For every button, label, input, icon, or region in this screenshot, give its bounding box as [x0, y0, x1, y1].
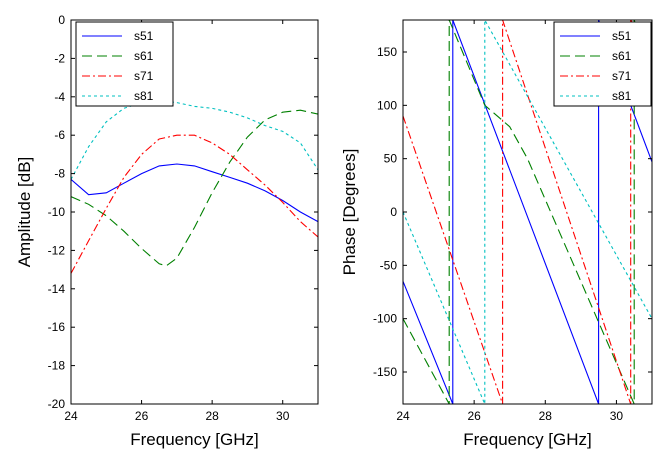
legend-label: s51: [134, 29, 154, 43]
phase-chart: 24 26 28 30 150 100 50 0 -50 -100 -150 Frequency [G…: [340, 19, 653, 449]
y-tick-label: -20: [48, 397, 66, 411]
legend-label: s71: [134, 69, 154, 83]
x-axis-label: Frequency [GHz]: [130, 430, 259, 449]
y-tick-label: -10: [48, 205, 66, 219]
y-tick-label: -16: [48, 320, 66, 334]
legend: s51 s61 s71 s81: [75, 21, 174, 107]
series-line-s81: [403, 20, 652, 404]
y-tick-label: -150: [373, 365, 397, 379]
legend-label: s71: [612, 69, 632, 83]
y-tick-label: -4: [54, 90, 65, 104]
y-tick-label: -14: [48, 282, 66, 296]
legend-label: s61: [612, 49, 632, 63]
x-tick-label: 24: [396, 409, 410, 423]
y-tick-label: -6: [54, 128, 65, 142]
series-line-s61: [403, 20, 652, 404]
legend-label: s51: [612, 29, 632, 43]
legend: s51 s61 s71 s81: [553, 21, 652, 107]
legend-box: [75, 21, 174, 107]
y-tick-label: -12: [48, 243, 66, 257]
series-line-s61: [71, 109, 318, 267]
legend-box: [553, 21, 652, 107]
y-tick-label: 50: [384, 152, 398, 166]
series-group: [71, 100, 318, 274]
x-tick-label: 30: [610, 409, 624, 423]
x-tick-label: 24: [64, 409, 78, 423]
amplitude-chart: 24 26 28 30 0 -2 -4 -6 -8 -10 -12 -14 -16 -18 -20 Frequ…: [15, 13, 319, 449]
y-axis-label: Amplitude [dB]: [15, 157, 34, 268]
legend-label: s81: [612, 89, 632, 103]
y-tick-label: -8: [54, 167, 65, 181]
x-tick-label: 30: [276, 409, 290, 423]
y-tick-label: 0: [390, 205, 397, 219]
x-tick-label: 28: [539, 409, 553, 423]
legend-label: s61: [134, 49, 154, 63]
y-axis-label: Phase [Degrees]: [340, 149, 359, 276]
y-tick-label: -18: [48, 359, 66, 373]
series-line-s81: [71, 100, 318, 180]
series-line-s51: [71, 163, 318, 223]
series-line-s71: [71, 134, 318, 274]
y-tick-label: 150: [377, 45, 397, 59]
legend-label: s81: [134, 89, 154, 103]
y-tick-label: 100: [377, 98, 397, 112]
x-tick-label: 26: [467, 409, 481, 423]
y-tick-label: -100: [373, 312, 397, 326]
x-tick-label: 26: [135, 409, 149, 423]
y-tick-label: -2: [54, 51, 65, 65]
y-tick-label: 0: [58, 13, 65, 27]
x-axis-label: Frequency [GHz]: [463, 430, 592, 449]
y-tick-label: -50: [380, 258, 398, 272]
x-tick-label: 28: [205, 409, 219, 423]
